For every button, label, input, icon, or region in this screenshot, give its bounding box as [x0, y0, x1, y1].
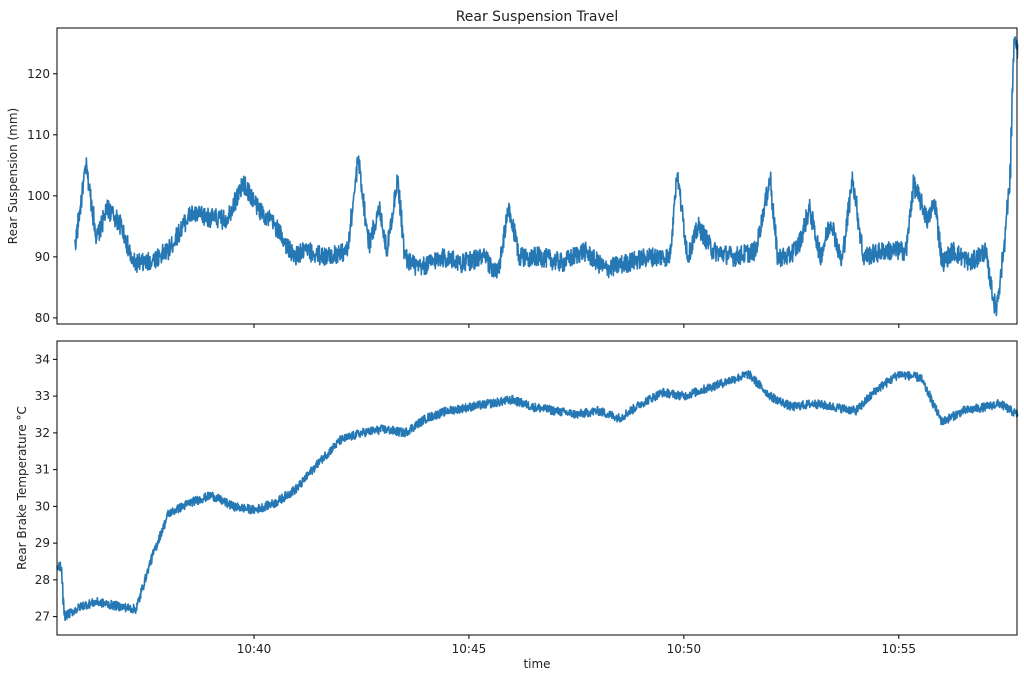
y-tick-label: 110: [27, 128, 50, 142]
brake-temp-y-label: Rear Brake Temperature °C: [15, 406, 29, 570]
y-tick-label: 28: [35, 573, 50, 587]
brake-temp-panel: 27 28 29 30 31 32 33 34 Rear Brake Temperature …: [15, 340, 1019, 671]
y-tick-label: 33: [35, 389, 50, 403]
x-tick-label: 10:55: [881, 642, 916, 656]
y-tick-label: 90: [35, 250, 50, 264]
y-tick-label: 29: [35, 536, 50, 550]
suspension-axes-frame: [56, 27, 1018, 325]
x-tick-label: 10:40: [237, 642, 272, 656]
y-tick-label: 80: [35, 311, 50, 325]
y-tick-label: 100: [27, 189, 50, 203]
suspension-y-ticks: 80 90 100 110 120: [27, 67, 57, 325]
brake-temp-series-line: [56, 369, 1019, 622]
y-tick-label: 27: [35, 610, 50, 624]
x-tick-label: 10:50: [667, 642, 702, 656]
suspension-x-tick-marks: [253, 324, 900, 328]
brake-temp-axes-frame: [56, 340, 1018, 636]
brake-temp-x-ticks: 10:40 10:45 10:50 10:55: [237, 635, 916, 656]
y-tick-label: 30: [35, 499, 50, 513]
y-tick-label: 32: [35, 426, 50, 440]
brake-temp-y-ticks: 27 28 29 30 31 32 33 34: [35, 352, 57, 624]
suspension-y-label: Rear Suspension (mm): [6, 108, 20, 244]
x-axis-label: time: [523, 657, 550, 671]
suspension-panel: Rear Suspension Travel 80 90 100 110 120 Rea…: [6, 9, 1019, 328]
chart-title: Rear Suspension Travel: [456, 9, 619, 25]
y-tick-label: 31: [35, 463, 50, 477]
x-tick-label: 10:45: [452, 642, 487, 656]
suspension-series-line: [74, 36, 1019, 317]
y-tick-label: 34: [35, 352, 50, 366]
y-tick-label: 120: [27, 67, 50, 81]
